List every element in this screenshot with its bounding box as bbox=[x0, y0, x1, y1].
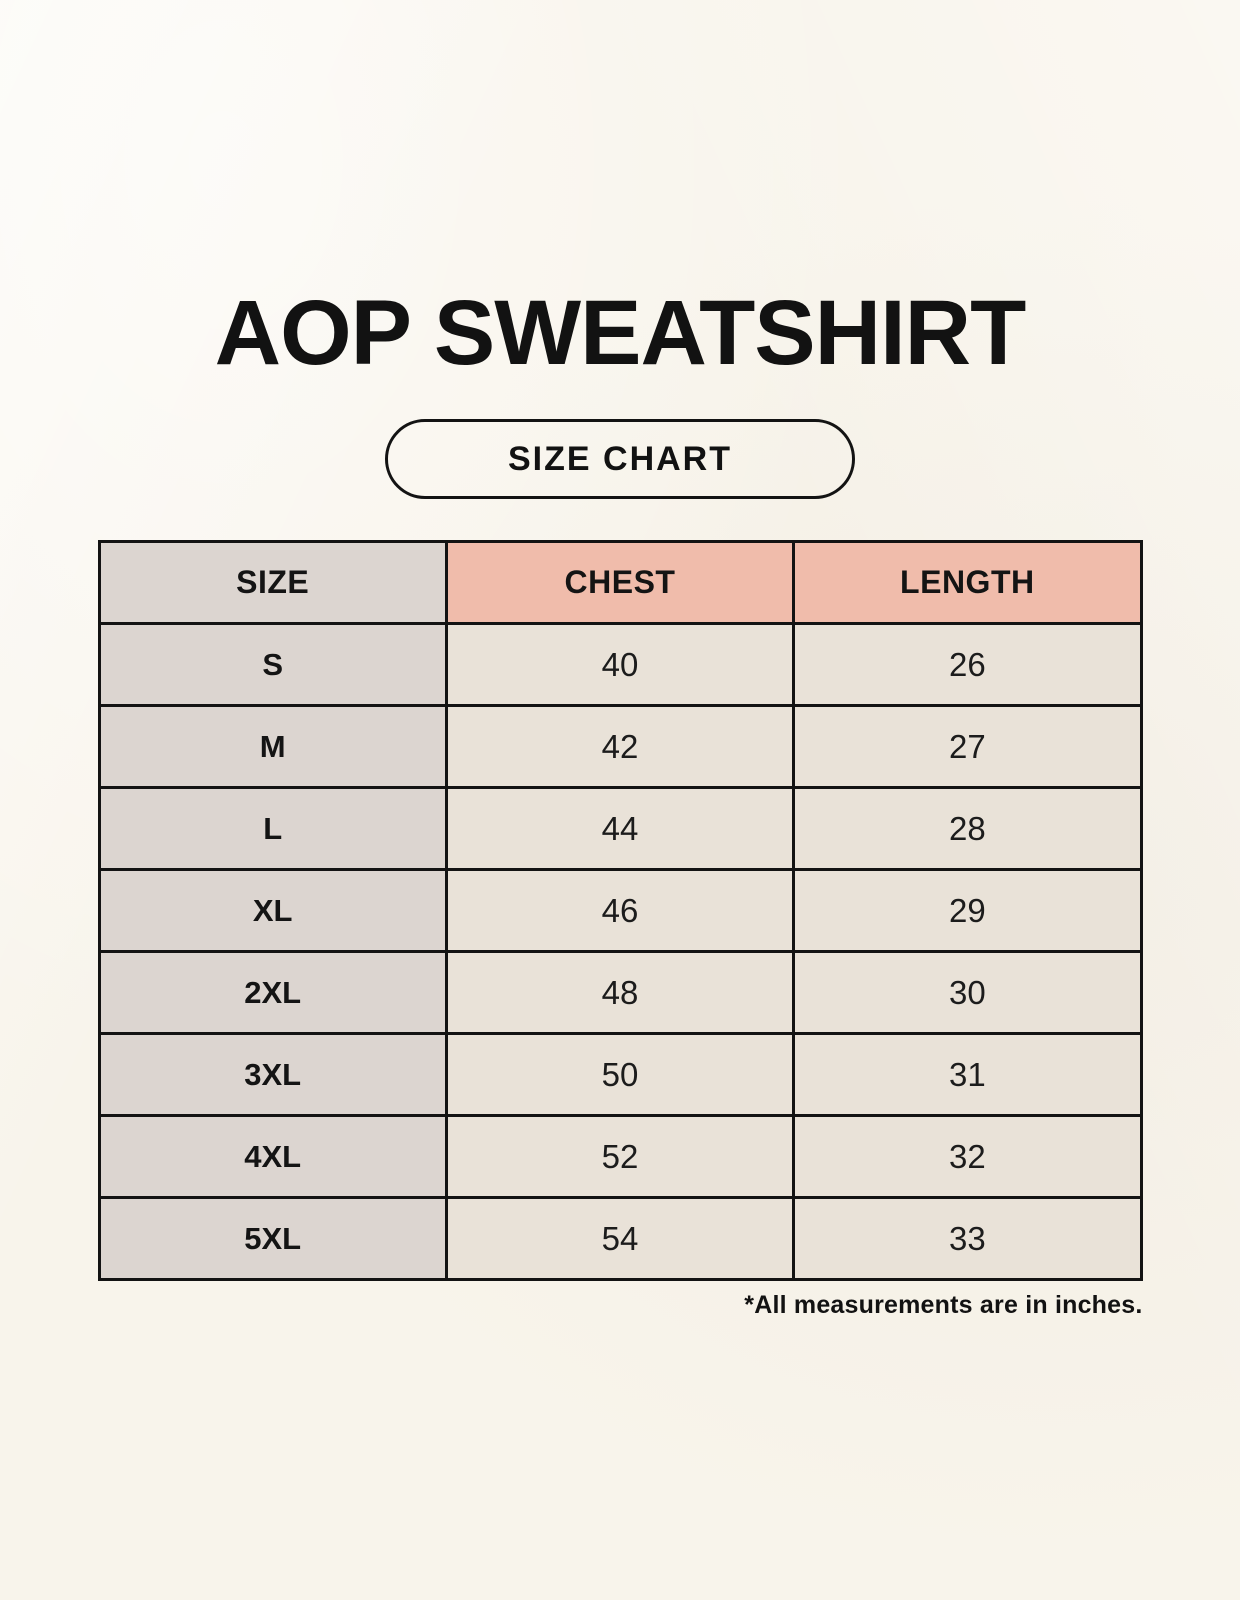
size-label-cell: XL bbox=[97, 868, 448, 953]
badge-container: SIZE CHART bbox=[98, 419, 1143, 499]
length-value-cell: 28 bbox=[792, 786, 1143, 871]
length-value-cell: 26 bbox=[792, 622, 1143, 707]
chest-value-cell: 50 bbox=[444, 1032, 796, 1117]
table-row-xl: XL 46 29 bbox=[97, 868, 1143, 953]
length-value-cell: 33 bbox=[792, 1196, 1143, 1281]
table-row-4xl: 4XL 52 32 bbox=[97, 1114, 1143, 1199]
table-row-3xl: 3XL 50 31 bbox=[97, 1032, 1143, 1117]
column-header-chest: CHEST bbox=[444, 540, 796, 625]
page-title: AOP SWEATSHIRT bbox=[214, 282, 1027, 384]
table-row-m: M 42 27 bbox=[97, 704, 1143, 789]
size-chart-table-body: S 40 26 M 42 27 L 44 28 XL 46 29 2XL 48 30 3XL 50 31 4XL 52… bbox=[97, 622, 1143, 1281]
size-chart-badge: SIZE CHART bbox=[385, 419, 855, 499]
chest-value-cell: 54 bbox=[444, 1196, 796, 1281]
size-label-cell: 5XL bbox=[97, 1196, 448, 1281]
size-label-cell: 2XL bbox=[97, 950, 448, 1035]
chest-value-cell: 52 bbox=[444, 1114, 796, 1199]
chest-value-cell: 44 bbox=[444, 786, 796, 871]
size-chart-table-head: SIZE CHEST LENGTH bbox=[97, 540, 1143, 625]
size-label-cell: S bbox=[97, 622, 448, 707]
chest-value-cell: 40 bbox=[444, 622, 796, 707]
size-label-cell: 4XL bbox=[97, 1114, 448, 1199]
column-header-length: LENGTH bbox=[792, 540, 1143, 625]
table-row-l: L 44 28 bbox=[97, 786, 1143, 871]
chest-value-cell: 48 bbox=[444, 950, 796, 1035]
length-value-cell: 29 bbox=[792, 868, 1143, 953]
size-label-cell: 3XL bbox=[97, 1032, 448, 1117]
size-chart-badge-label: SIZE CHART bbox=[508, 439, 732, 478]
column-header-size: SIZE bbox=[97, 540, 448, 625]
length-value-cell: 32 bbox=[792, 1114, 1143, 1199]
table-row-2xl: 2XL 48 30 bbox=[97, 950, 1143, 1035]
size-label-cell: M bbox=[97, 704, 448, 789]
header-row: SIZE CHEST LENGTH bbox=[97, 540, 1143, 625]
length-value-cell: 30 bbox=[792, 950, 1143, 1035]
size-chart-table: SIZE CHEST LENGTH S 40 26 M 42 27 L 44 28 XL 46 29 2XL… bbox=[97, 540, 1143, 1281]
chest-value-cell: 46 bbox=[444, 868, 796, 953]
chest-value-cell: 42 bbox=[444, 704, 796, 789]
table-row-5xl: 5XL 54 33 bbox=[97, 1196, 1143, 1281]
size-label-cell: L bbox=[97, 786, 448, 871]
table-row-s: S 40 26 bbox=[97, 622, 1143, 707]
length-value-cell: 27 bbox=[792, 704, 1143, 789]
size-chart-page: AOP SWEATSHIRT SIZE CHART SIZE CHEST LENGT… bbox=[97, 0, 1143, 1320]
length-value-cell: 31 bbox=[792, 1032, 1143, 1117]
measurements-footnote: *All measurements are in inches. bbox=[744, 1291, 1143, 1319]
